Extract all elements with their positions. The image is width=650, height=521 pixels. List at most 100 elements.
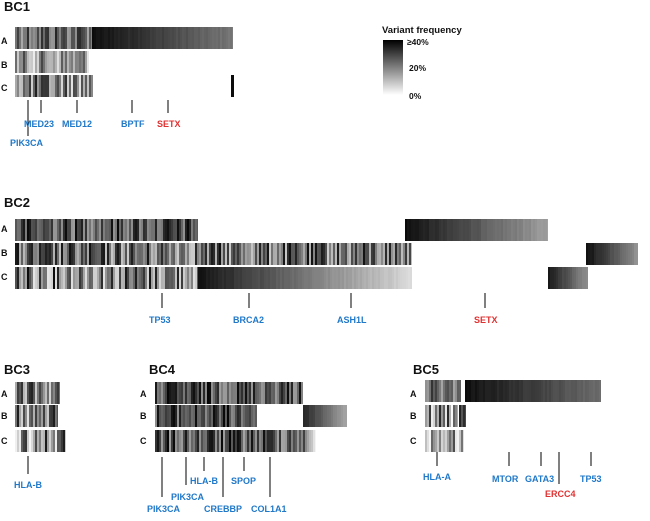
- heatmap-cell: [47, 27, 50, 49]
- heatmap-cell: [195, 243, 198, 265]
- heatmap-cell: [503, 219, 506, 241]
- heatmap-cell: [610, 243, 613, 265]
- heatmap-cell: [109, 267, 112, 289]
- heatmap-cell: [180, 27, 183, 49]
- heatmap-cell: [91, 75, 93, 97]
- legend-title: Variant frequency: [382, 25, 462, 36]
- heatmap-cell: [287, 243, 290, 265]
- heatmap-cell: [93, 267, 96, 289]
- heatmap-cell: [138, 27, 141, 49]
- heatmap-cell: [87, 51, 89, 73]
- heatmap-cell: [47, 267, 50, 289]
- heatmap-cell: [83, 75, 86, 97]
- heatmap-cell: [305, 243, 308, 265]
- heatmap-cell: [67, 219, 70, 241]
- heatmap-cell: [241, 243, 244, 265]
- heatmap-cell: [195, 405, 198, 427]
- heatmap-cell: [211, 430, 214, 452]
- heatmap-cell: [45, 267, 48, 289]
- heatmap-cell: [243, 405, 246, 427]
- heatmap-cell: [247, 405, 250, 427]
- gene-label-crebbp: CREBBP: [204, 504, 242, 514]
- heatmap-cell: [172, 27, 175, 49]
- heatmap-cell: [495, 380, 498, 402]
- heatmap-cell: [215, 430, 218, 452]
- heatmap-cell: [590, 243, 593, 265]
- heatmap-cell: [187, 405, 190, 427]
- heatmap-cell: [622, 243, 625, 265]
- heatmap-cell: [57, 382, 60, 404]
- heatmap-cell: [515, 219, 518, 241]
- heatmap-cell: [91, 219, 94, 241]
- heatmap-cell: [304, 267, 307, 289]
- heatmap-cell: [31, 405, 34, 427]
- heatmap-cell: [53, 267, 56, 289]
- heatmap-cell: [501, 219, 504, 241]
- heatmap-cell: [577, 380, 580, 402]
- heatmap-cell: [79, 267, 82, 289]
- heatmap-cell: [179, 243, 182, 265]
- heatmap-cell: [83, 267, 86, 289]
- heatmap-cell: [97, 243, 100, 265]
- heatmap-cell: [157, 243, 160, 265]
- heatmap-cell: [473, 219, 476, 241]
- heatmap-cell: [41, 243, 44, 265]
- heatmap-cell: [67, 267, 70, 289]
- heatmap-cell: [155, 243, 158, 265]
- heatmap-cell: [47, 405, 50, 427]
- panel-title-bc5: BC5: [413, 362, 439, 377]
- heatmap-cell: [352, 267, 355, 289]
- heatmap-cell: [293, 430, 296, 452]
- heatmap-cell: [181, 219, 184, 241]
- heatmap-cell: [107, 243, 110, 265]
- heatmap-cell: [223, 243, 226, 265]
- heatmap-cell: [401, 243, 404, 265]
- heatmap-cell: [291, 243, 294, 265]
- heatmap-cell: [199, 243, 202, 265]
- heatmap-cell: [29, 27, 32, 49]
- heatmap-cell: [127, 267, 130, 289]
- heatmap-cell: [17, 405, 20, 427]
- heatmap-cell: [557, 380, 560, 402]
- heatmap-cell: [251, 430, 254, 452]
- heatmap-cell: [129, 267, 132, 289]
- heatmap-cell: [386, 267, 389, 289]
- heatmap-cell: [383, 243, 386, 265]
- heatmap-cell: [224, 27, 227, 49]
- heatmap-cell: [95, 267, 98, 289]
- heatmap-cell: [33, 219, 36, 241]
- heatmap-cell: [207, 430, 210, 452]
- heatmap-cell: [209, 382, 212, 404]
- heatmap-cell: [39, 430, 42, 452]
- heatmap-cell: [217, 405, 220, 427]
- heatmap-cell: [73, 243, 76, 265]
- heatmap-cell: [53, 405, 56, 427]
- heatmap-cell: [187, 219, 190, 241]
- panel-bc4: BC4 A B C PIK3CA PIK3CA HLA-B CREBBP SPO…: [140, 362, 347, 514]
- heatmap-cell: [47, 430, 50, 452]
- heatmap-cell: [105, 219, 108, 241]
- heatmap-cell: [275, 430, 278, 452]
- heatmap-cell: [57, 405, 58, 427]
- heatmap-cell: [204, 267, 207, 289]
- heatmap-cell: [96, 27, 99, 49]
- heatmap-cell: [91, 267, 94, 289]
- heatmap-cell: [107, 267, 110, 289]
- heatmap-cell: [43, 219, 46, 241]
- heatmap-cell: [143, 219, 146, 241]
- heatmap-cell: [21, 27, 24, 49]
- heatmap-cell: [562, 267, 565, 289]
- heatmap-cell: [325, 243, 328, 265]
- heatmap-cell: [537, 219, 540, 241]
- heatmap-cell: [89, 219, 92, 241]
- heatmap-cell: [358, 267, 361, 289]
- heatmap-cell: [119, 219, 122, 241]
- heatmap-cell: [340, 267, 343, 289]
- heatmap-cell: [451, 405, 454, 427]
- gene-label-col1a1: COL1A1: [251, 504, 287, 514]
- heatmap-cell: [125, 243, 128, 265]
- heatmap-cell: [173, 430, 176, 452]
- heatmap-cell: [83, 51, 86, 73]
- heatmap-cell: [322, 267, 325, 289]
- heatmap-cell: [39, 75, 42, 97]
